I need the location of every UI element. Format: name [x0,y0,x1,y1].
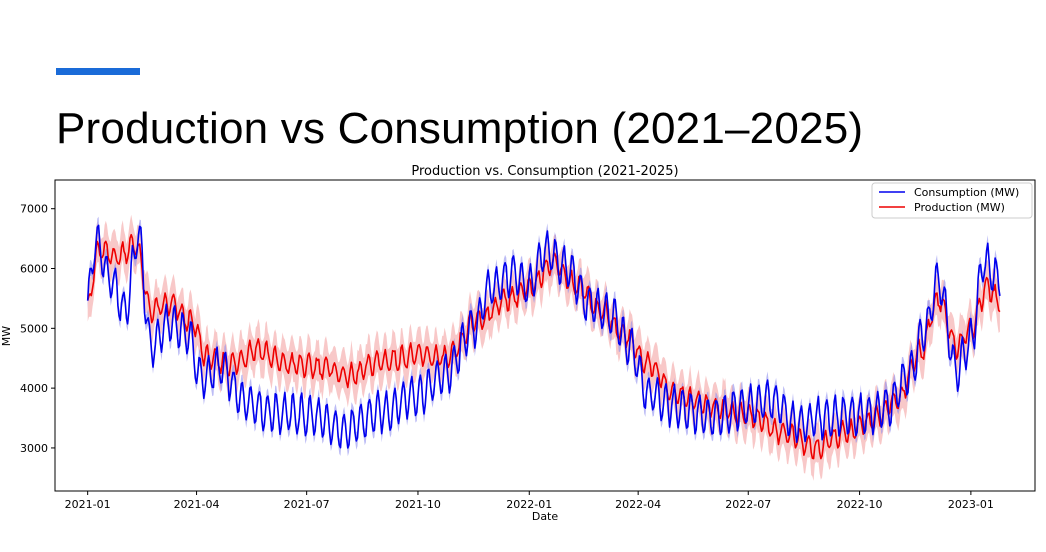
x-tick-label: 2021-07 [284,498,330,511]
x-tick-label: 2022-07 [725,498,771,511]
axes-frame [54,179,1036,492]
y-tick-label: 3000 [20,442,48,455]
y-tick-label: 7000 [20,203,48,216]
x-tick-label: 2022-01 [506,498,552,511]
x-tick-label: 2021-04 [174,498,220,511]
slide-title: Production vs Consumption (2021–2025) [56,104,864,153]
x-tick-label: 2023-01 [948,498,994,511]
x-axis-ticks: 2021-01 2021-04 2021-07 2021-10 2022-01 2022-… [65,491,994,511]
x-tick-label: 2021-10 [395,498,441,511]
y-tick-label: 5000 [20,322,48,335]
y-axis-ticks: 3000 4000 5000 6000 7000 [20,203,55,455]
y-tick-label: 4000 [20,382,48,395]
x-axis-label: Date [532,510,559,523]
legend-label: Consumption (MW) [914,186,1019,199]
plot-area [86,214,1001,481]
y-tick-label: 6000 [20,263,48,276]
x-tick-label: 2022-10 [837,498,883,511]
x-tick-label: 2022-04 [615,498,661,511]
series-lines [86,224,1001,460]
legend-box [871,182,1033,219]
legend: Consumption (MW) Production (MW) [871,182,1033,219]
chart-title: Production vs. Consumption (2021-2025) [411,164,678,179]
x-tick-label: 2021-01 [65,498,111,511]
legend-label: Production (MW) [914,201,1005,214]
chart: Production vs. Consumption (2021-2025) 2… [0,164,1036,523]
series-line [86,224,1001,449]
confidence-bands [87,214,1000,481]
title-accent-bar [56,68,140,75]
y-axis-label: MW [0,326,13,346]
